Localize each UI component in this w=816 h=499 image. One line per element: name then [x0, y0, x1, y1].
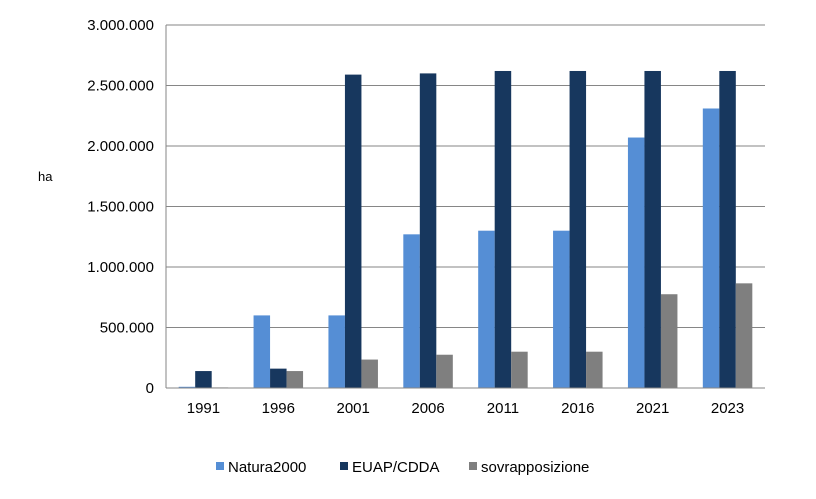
- bar-euap-cdda-2021: [644, 70, 661, 388]
- x-tick-label: 2001: [337, 400, 370, 417]
- y-tick-label: 500.000: [100, 320, 154, 337]
- legend-swatch: [469, 462, 477, 470]
- y-tick-label: 1.000.000: [87, 259, 154, 276]
- bar-euap-cdda-2023: [719, 70, 736, 388]
- x-tick-label: 2021: [636, 400, 669, 417]
- bar-natura2000-2001: [328, 315, 345, 388]
- x-tick-label: 2006: [411, 400, 444, 417]
- y-tick-label: 0: [146, 380, 154, 397]
- y-axis-label: ha: [38, 169, 53, 184]
- bar-euap-cdda-1991: [195, 371, 212, 388]
- legend-label: EUAP/CDDA: [352, 459, 440, 476]
- bar-natura2000-2021: [627, 137, 645, 388]
- bars: [178, 70, 753, 389]
- bar-natura2000-2011: [478, 230, 495, 388]
- bar-sovrapposizione-1996: [286, 371, 304, 388]
- bar-natura2000-1996: [253, 315, 271, 388]
- bar-natura2000-2023: [702, 108, 720, 389]
- x-tick-label: 2023: [711, 400, 744, 417]
- bar-euap-cdda-2016: [569, 70, 587, 388]
- legend-label: Natura2000: [228, 459, 306, 476]
- legend-swatch: [340, 462, 348, 470]
- bar-euap-cdda-2011: [494, 70, 512, 388]
- y-tick-label: 2.000.000: [87, 138, 154, 155]
- bar-natura2000-1991: [178, 386, 196, 388]
- bar-natura2000-2006: [403, 234, 420, 388]
- bar-sovrapposizione-2021: [660, 294, 678, 388]
- bar-sovrapposizione-2006: [436, 354, 453, 388]
- bar-euap-cdda-1996: [270, 368, 287, 388]
- x-tick-label: 2016: [561, 400, 594, 417]
- bar-euap-cdda-2006: [419, 73, 437, 389]
- legend-swatch: [216, 462, 224, 470]
- y-tick-label: 1.500.000: [87, 199, 154, 216]
- y-tick-label: 3.000.000: [87, 17, 154, 34]
- legend-label: sovrapposizione: [481, 459, 589, 476]
- x-tick-label: 1996: [262, 400, 295, 417]
- bar-euap-cdda-2001: [344, 74, 362, 389]
- bar-sovrapposizione-2023: [735, 283, 753, 388]
- bar-sovrapposizione-2011: [511, 351, 528, 388]
- gridlines: [166, 24, 765, 328]
- legend: Natura2000 EUAP/CDDA sovrapposizione: [216, 459, 589, 476]
- x-tick-label: 1991: [187, 400, 220, 417]
- y-axis-ticks: 0 500.000 1.000.000 1.500.000 2.000.000 2.500…: [87, 17, 154, 397]
- axes: [165, 25, 765, 389]
- y-tick-label: 2.500.000: [87, 78, 154, 95]
- bar-natura2000-2016: [553, 230, 570, 388]
- x-axis-ticks: 1991 1996 2001 2006 2011 2016 2021 2023: [187, 400, 745, 417]
- bar-sovrapposizione-2001: [361, 359, 378, 388]
- x-tick-label: 2011: [487, 400, 519, 417]
- bar-sovrapposizione-2016: [586, 351, 603, 388]
